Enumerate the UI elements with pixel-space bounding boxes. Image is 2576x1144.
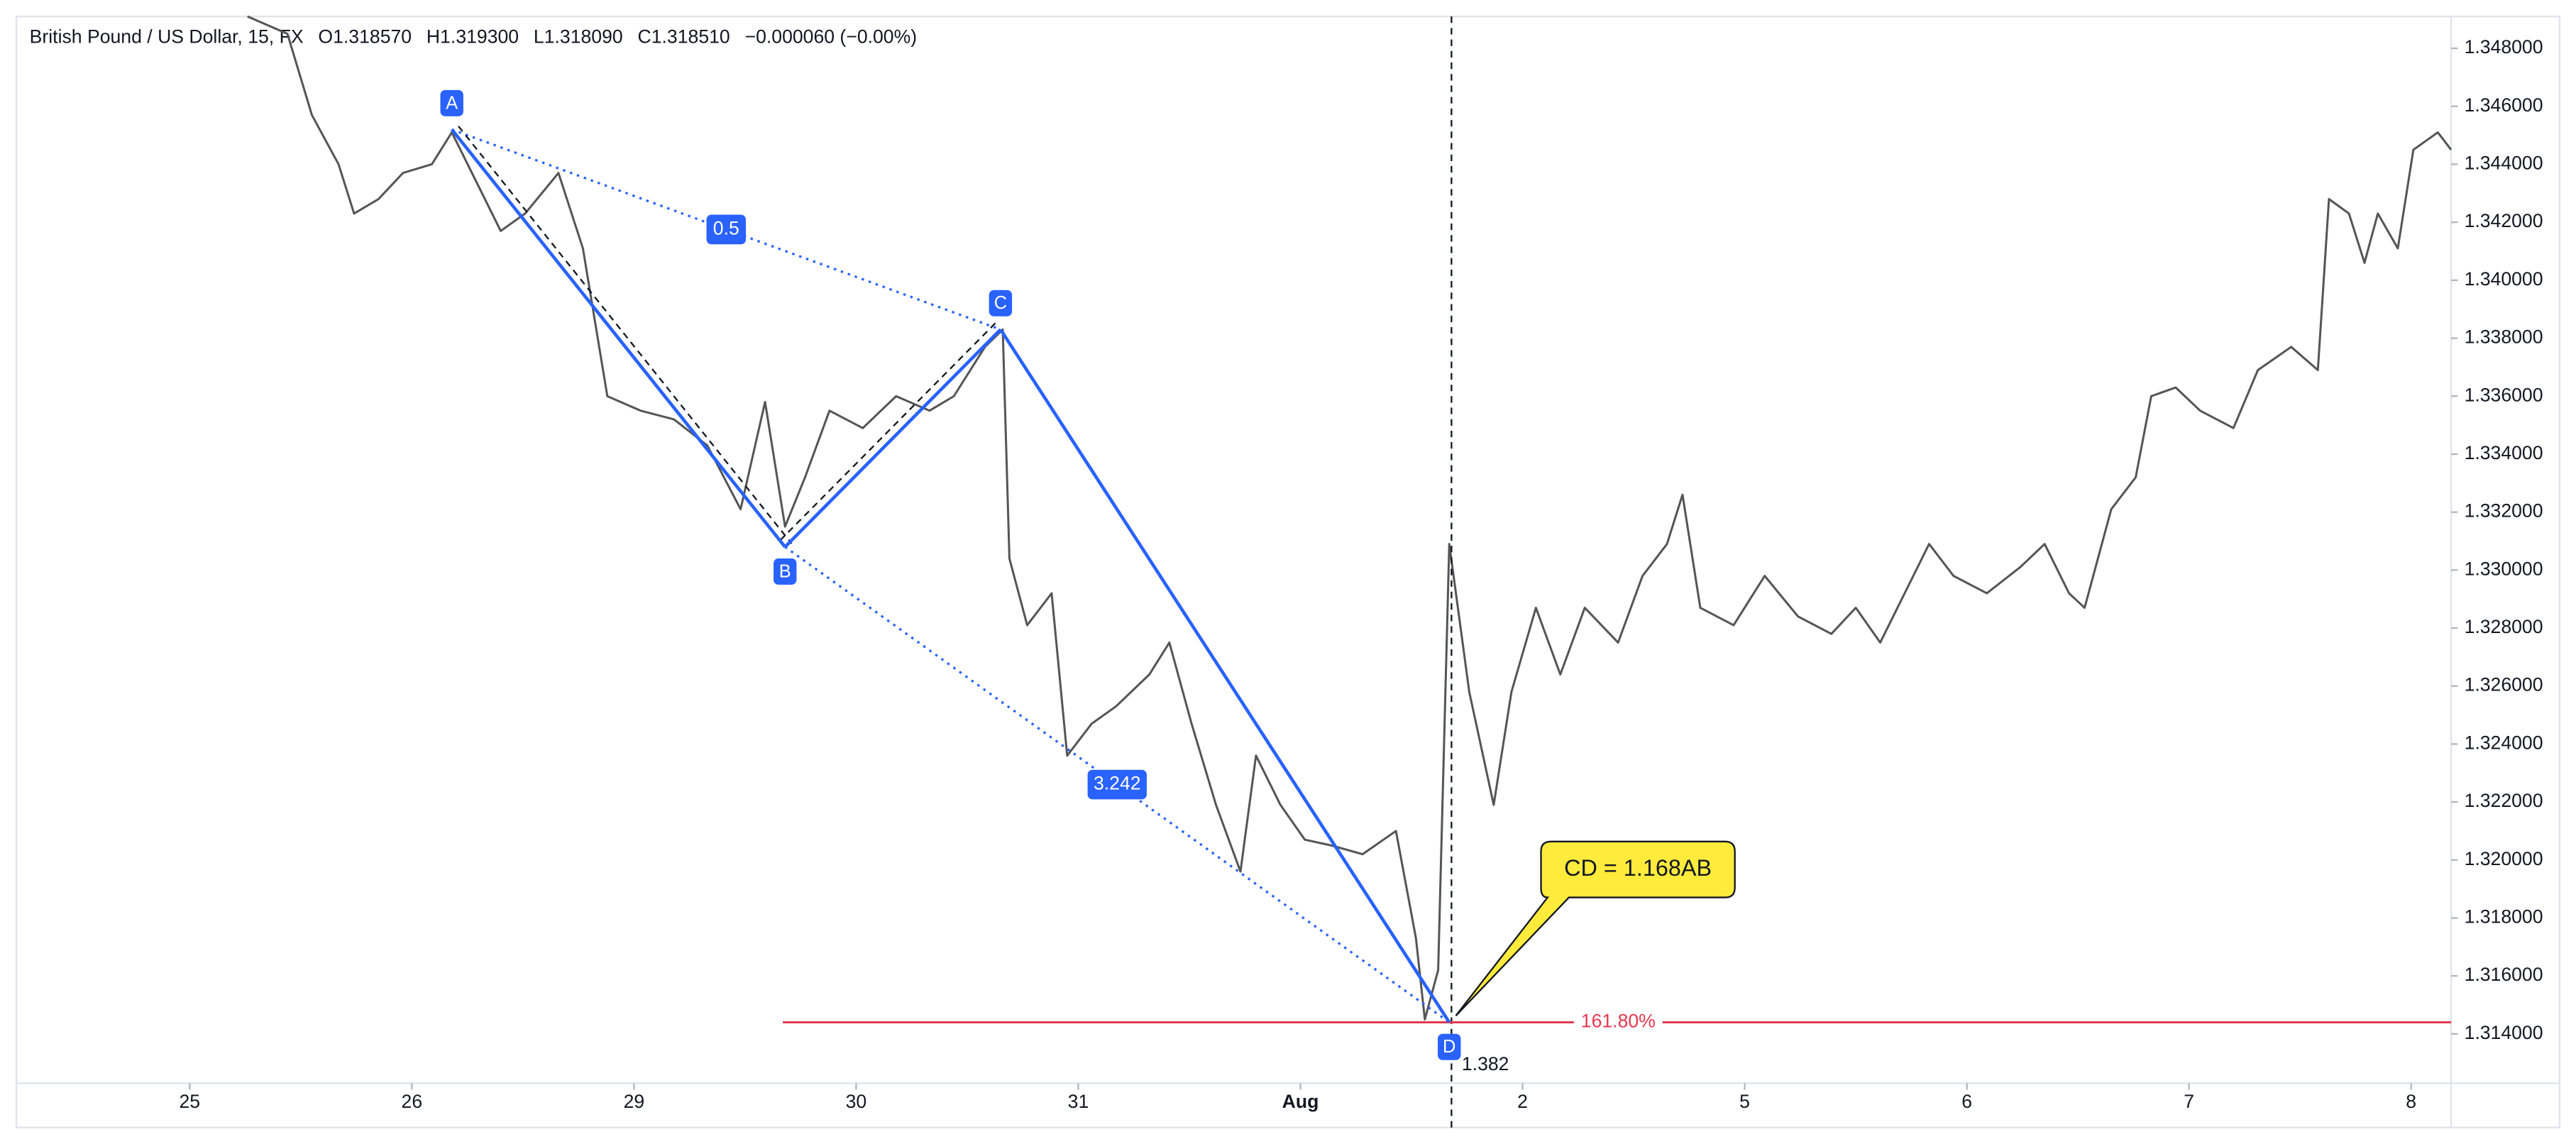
pattern-xc-line <box>451 128 1001 331</box>
point-label: B <box>779 561 791 581</box>
y-tick-label: 1.334000 <box>2465 442 2543 463</box>
x-tick-label: 30 <box>846 1091 867 1112</box>
y-tick-label: 1.342000 <box>2465 210 2543 231</box>
ratio-label: 1.382 <box>1462 1053 1509 1074</box>
y-tick-label: 1.338000 <box>2465 326 2543 348</box>
point-label: C <box>994 293 1007 313</box>
x-tick-label: 2 <box>1517 1091 1528 1112</box>
pattern-leg <box>783 328 1002 549</box>
y-tick-label: 1.320000 <box>2465 848 2543 869</box>
y-tick-label: 1.332000 <box>2465 500 2543 522</box>
y-tick-label: 1.326000 <box>2465 674 2543 695</box>
ratio-label: 0.5 <box>713 217 739 238</box>
ratio-label: 3.242 <box>1094 773 1141 794</box>
x-tick-label: 6 <box>1961 1091 1972 1112</box>
y-tick-label: 1.340000 <box>2465 268 2543 290</box>
ohlc-value: −0.000060 (−0.00%) <box>745 26 918 47</box>
x-tick-label: 8 <box>2406 1091 2416 1112</box>
callout-text: CD = 1.168AB <box>1564 855 1712 881</box>
pattern-ab-dashed <box>458 126 793 544</box>
y-tick-label: 1.344000 <box>2465 153 2543 174</box>
y-tick-label: 1.314000 <box>2465 1022 2543 1043</box>
x-tick-label: 7 <box>2184 1091 2194 1112</box>
y-tick-label: 1.336000 <box>2465 384 2543 405</box>
y-tick-label: 1.324000 <box>2465 732 2543 753</box>
point-label-bg <box>1438 1033 1461 1060</box>
point-label-bg <box>989 290 1013 317</box>
ohlc-value: C1.318510 <box>638 26 730 47</box>
ohlc-value: O1.318570 <box>318 26 412 47</box>
y-tick-label: 1.328000 <box>2465 616 2543 637</box>
point-label: D <box>1443 1037 1455 1057</box>
point-label-bg <box>440 89 463 116</box>
x-tick-label: Aug <box>1282 1091 1319 1112</box>
fib-label-bg <box>1573 1011 1663 1034</box>
x-tick-label: 26 <box>402 1091 423 1112</box>
callout-bubble <box>1455 840 1736 1017</box>
ohlc-value: H1.319300 <box>426 26 519 47</box>
frame <box>15 16 2561 1128</box>
ratio-label-bg <box>1087 769 1147 800</box>
x-tick-label: 5 <box>1739 1091 1750 1112</box>
x-tick-label: 29 <box>624 1091 645 1112</box>
y-tick-label: 1.316000 <box>2465 964 2543 985</box>
ratio-label-bg <box>706 214 747 245</box>
pattern-leg <box>998 329 1451 1023</box>
symbol-title: British Pound / US Dollar, 15, FX <box>30 26 304 47</box>
price-line <box>247 15 2453 1021</box>
x-tick-label: 31 <box>1068 1091 1089 1112</box>
y-tick-label: 1.348000 <box>2465 36 2543 57</box>
x-tick-label: 25 <box>180 1091 201 1112</box>
header: British Pound / US Dollar, 15, FX O1.3185… <box>30 26 917 47</box>
y-tick-label: 1.322000 <box>2465 790 2543 811</box>
y-tick-label: 1.346000 <box>2465 94 2543 116</box>
y-tick-label: 1.318000 <box>2465 906 2543 928</box>
ohlc-value: L1.318090 <box>534 26 623 47</box>
point-label-bg <box>774 558 797 585</box>
y-tick-label: 1.330000 <box>2465 558 2543 579</box>
pattern-bc-dashed <box>779 322 996 541</box>
point-label: A <box>446 93 458 113</box>
fib-label: 161.80% <box>1581 1011 1656 1032</box>
pattern-leg <box>450 128 787 549</box>
